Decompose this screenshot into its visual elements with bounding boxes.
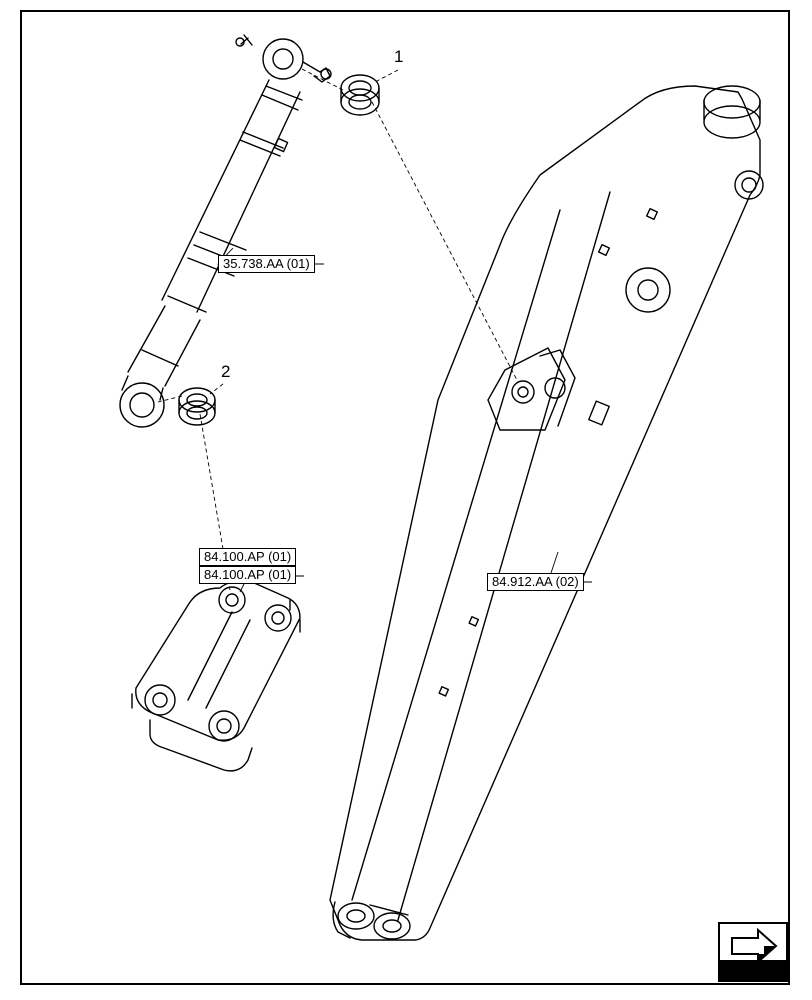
next-page-icon[interactable] bbox=[718, 922, 788, 982]
label-link-ref-a: 84.100.AP (01) bbox=[199, 548, 296, 566]
callout-2: 2 bbox=[221, 362, 230, 382]
callout-1: 1 bbox=[394, 47, 403, 67]
parts-drawing bbox=[0, 0, 812, 1000]
diagram-container: 1 2 35.738.AA (01) 84.100.AP (01) 84.100… bbox=[0, 0, 812, 1000]
label-cylinder-ref: 35.738.AA (01) bbox=[218, 255, 315, 273]
label-link-ref-b: 84.100.AP (01) bbox=[199, 566, 296, 584]
label-arm-ref: 84.912.AA (02) bbox=[487, 573, 584, 591]
